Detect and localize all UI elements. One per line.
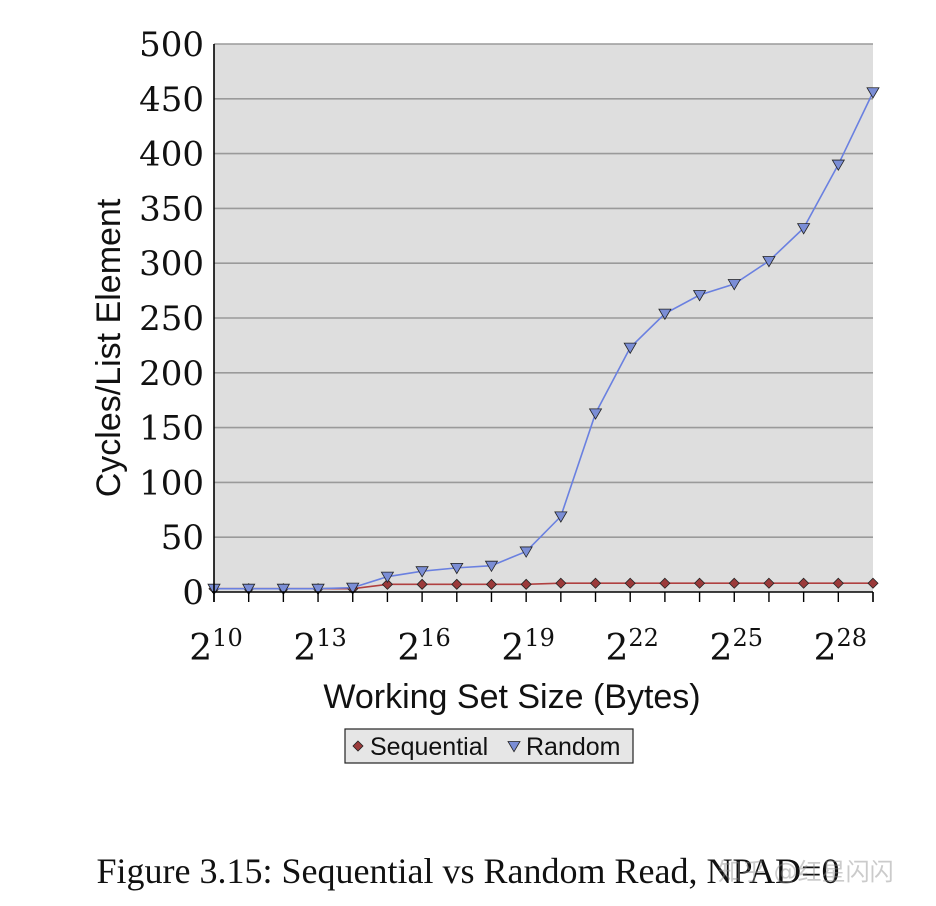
- y-tick-label-300: 300: [139, 244, 204, 284]
- point-random-15: [380, 571, 395, 584]
- point-random-16: [415, 566, 429, 578]
- y-axis-label: Cycles/List Element: [90, 198, 128, 497]
- point-sequential-23: [659, 577, 671, 589]
- point-sequential-18: [485, 578, 498, 590]
- x-axis-label: Working Set Size (Bytes): [323, 678, 700, 716]
- x-tick-label-10: 210: [189, 624, 242, 669]
- figure-caption: Figure 3.15: Sequential vs Random Read, …: [96, 851, 840, 891]
- legend-marker-random: [507, 741, 521, 753]
- point-random-28: [831, 159, 846, 172]
- point-sequential-25: [728, 577, 740, 589]
- y-tick-label-200: 200: [139, 354, 204, 394]
- x-tick-label-22: 222: [605, 624, 658, 669]
- point-random-27: [796, 223, 811, 235]
- point-sequential-17: [451, 578, 463, 590]
- point-sequential-27: [798, 577, 810, 589]
- point-random-21: [588, 408, 603, 420]
- y-tick-label-250: 250: [139, 299, 204, 339]
- point-random-12: [276, 583, 291, 596]
- y-tick-label-0: 0: [182, 573, 204, 613]
- x-tick-label-16: 216: [397, 624, 450, 669]
- legend-label-sequential: Sequential: [370, 733, 488, 761]
- point-sequential-28: [832, 577, 844, 589]
- series-layer: [207, 87, 880, 596]
- gridlines: [214, 43, 873, 539]
- y-tick-label-100: 100: [139, 463, 204, 503]
- legend: Sequential Random: [344, 728, 634, 764]
- point-sequential-19: [520, 578, 532, 590]
- y-tick-label-500: 500: [139, 25, 204, 65]
- y-tick-label-150: 150: [139, 409, 204, 449]
- point-sequential-24: [694, 577, 706, 589]
- point-random-13: [311, 583, 325, 596]
- legend-marker-sequential: [352, 740, 364, 752]
- point-random-26: [762, 256, 776, 268]
- point-random-22: [623, 342, 637, 355]
- point-sequential-20: [555, 577, 567, 589]
- point-random-17: [450, 562, 464, 575]
- series-random: [207, 87, 880, 596]
- point-random-18: [484, 560, 499, 573]
- x-tick-label-13: 213: [293, 624, 346, 669]
- point-random-24: [692, 290, 707, 302]
- point-random-23: [658, 308, 672, 321]
- y-tick-label-450: 450: [139, 80, 204, 120]
- point-sequential-26: [763, 577, 775, 589]
- point-random-25: [727, 279, 741, 291]
- y-tick-label-350: 350: [139, 189, 204, 229]
- axes: [212, 44, 874, 602]
- point-sequential-16: [416, 578, 428, 590]
- point-sequential-21: [589, 577, 602, 589]
- point-sequential-15: [381, 578, 393, 590]
- point-random-19: [519, 546, 533, 558]
- x-tick-label-25: 225: [710, 624, 763, 669]
- y-tick-label-50: 50: [161, 518, 204, 558]
- series-line-random: [214, 91, 874, 590]
- watermark: 知乎 @红星闪闪: [718, 858, 894, 886]
- legend-label-random: Random: [526, 733, 621, 761]
- point-random-11: [241, 583, 256, 596]
- point-random-20: [554, 511, 568, 523]
- x-tick-label-19: 219: [501, 624, 554, 669]
- legend-box: [344, 728, 634, 764]
- point-sequential-22: [624, 577, 636, 589]
- point-random-29: [866, 87, 880, 99]
- x-tick-label-28: 228: [814, 624, 867, 669]
- y-tick-label-400: 400: [139, 135, 204, 175]
- point-random-14: [346, 582, 360, 595]
- tick-labels: 0 50 100 150 200 250 300 350 400 450 500 210 213 216 2…: [139, 25, 867, 669]
- point-sequential-29: [867, 577, 879, 589]
